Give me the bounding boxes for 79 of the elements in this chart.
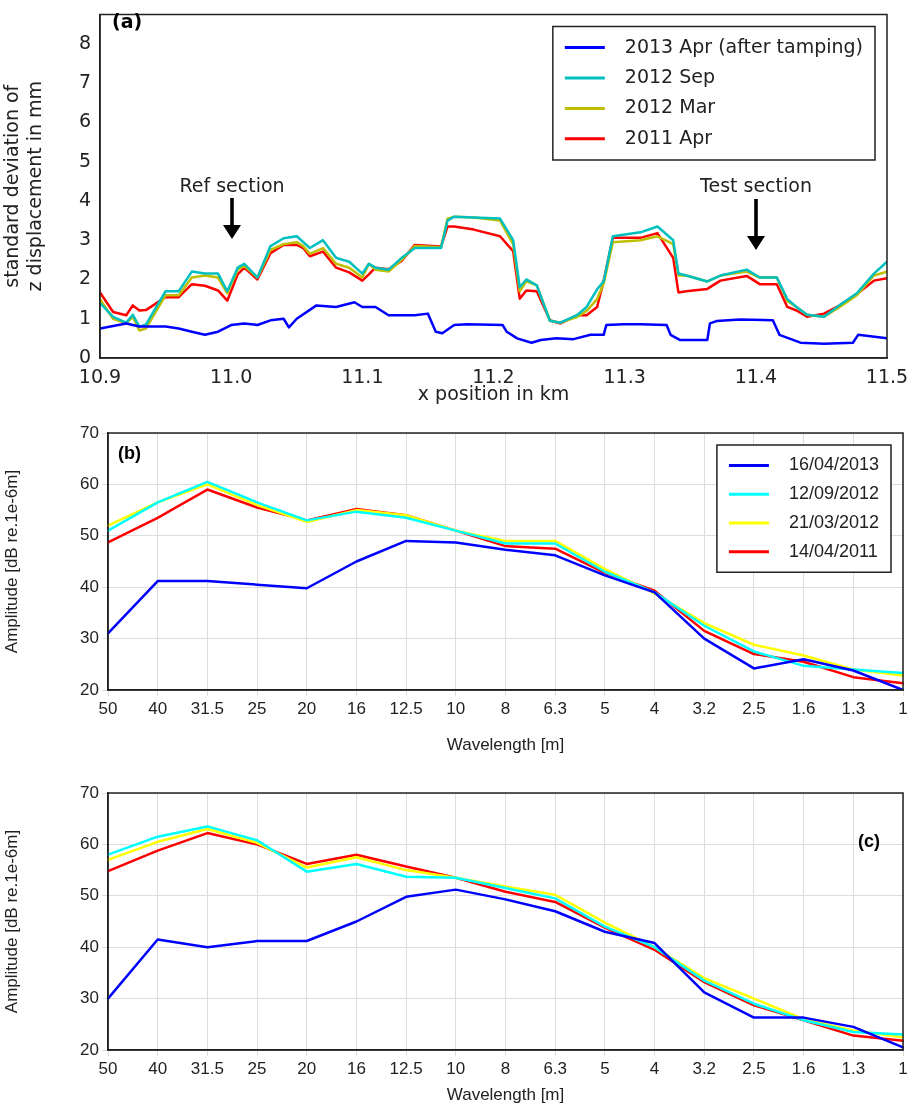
y-tick-label: 7 [78,70,91,93]
x-tick-label: 5 [600,698,610,718]
x-tick-label: 2.5 [742,1058,766,1078]
x-tick-label: 16 [346,1058,366,1078]
x-tick-label: 5 [600,1058,610,1078]
x-tick-label: 10 [446,1058,466,1078]
annotation: (c) [858,830,880,851]
y-tick-label: 3 [78,227,91,250]
x-tick-label: 3.2 [692,1058,717,1078]
y-tick-label: 5 [78,148,91,171]
x-tick-label: 31.5 [190,698,224,718]
x-tick-label: 40 [148,1058,168,1078]
x-tick-label: 11.4 [734,365,777,388]
y-tick-label: 6 [78,109,91,132]
y-tick-label: 2 [78,266,91,289]
legend-label: 2012 Mar [624,95,716,118]
x-tick-label: 11.5 [865,365,909,388]
x-tick-label: 11.1 [341,365,384,388]
x-tick-label: 25 [247,698,267,718]
x-tick-label: 1.3 [841,1058,866,1078]
x-tick-label: 8 [500,1058,511,1078]
x-tick-label: 6.3 [543,1058,568,1078]
y-axis-title: Amplitude [dB re.1e-6m] [1,469,21,654]
x-tick-label: 1 [898,1058,908,1078]
x-tick-label: 31.5 [190,1058,224,1078]
x-tick-label: 4 [649,698,660,718]
x-tick-label: 1 [898,698,908,718]
annotation: Ref section [179,174,285,196]
x-tick-label: 4 [649,1058,660,1078]
annotation: Test section [699,174,812,196]
x-tick-label: 10.9 [78,365,122,388]
y-tick-label: 8 [78,30,91,53]
x-tick-label: 11.0 [210,365,253,388]
x-tick-label: 1.6 [791,698,816,718]
legend-label: 16/04/2013 [788,454,880,475]
annotation: (a) [112,10,143,33]
y-tick-label: 1 [78,305,91,328]
y-tick-label: 70 [80,782,99,802]
legend-label: 2012 Sep [624,64,716,87]
x-tick-label: 2.5 [742,698,766,718]
x-tick-label: 25 [247,1058,267,1078]
y-tick-label: 30 [80,988,99,1008]
x-tick-label: 11.3 [603,365,646,388]
y-axis-title: standard deviation of z displacement in mm [0,80,46,292]
x-axis-title: Wavelength [m] [446,735,565,755]
y-tick-label: 60 [80,474,99,494]
x-tick-label: 50 [98,698,118,718]
legend-label: 21/03/2012 [788,511,880,532]
legend-label: 12/09/2012 [788,483,880,504]
x-tick-label: 16 [346,698,366,718]
y-tick-label: 60 [80,834,99,854]
x-tick-label: 50 [98,1058,118,1078]
x-tick-label: 10 [446,698,466,718]
y-tick-label: 40 [80,576,99,596]
y-tick-label: 50 [80,525,99,545]
x-tick-label: 3.2 [692,698,717,718]
y-tick-label: 20 [80,679,99,699]
x-tick-label: 12.5 [389,698,423,718]
x-tick-label: 40 [148,698,168,718]
y-tick-label: 0 [78,344,91,367]
annotation: (b) [118,442,141,463]
y-tick-label: 70 [80,422,99,442]
y-tick-label: 40 [80,936,99,956]
x-tick-label: 20 [297,1058,317,1078]
legend-label: 2011 Apr [624,125,713,148]
x-tick-label: 20 [297,698,317,718]
y-tick-label: 50 [80,885,99,905]
x-tick-label: 1.3 [841,698,866,718]
legend-label: 2013 Apr (after tamping) [624,34,864,57]
x-tick-label: 8 [500,698,511,718]
x-tick-label: 6.3 [543,698,568,718]
y-tick-label: 30 [80,628,99,648]
y-tick-label: 20 [80,1039,99,1059]
y-axis-title: Amplitude [dB re.1e-6m] [1,829,21,1014]
x-axis-title: Wavelength [m] [446,1085,565,1105]
y-tick-label: 4 [78,187,91,210]
legend-label: 14/04/2011 [788,540,878,561]
x-tick-label: 1.6 [791,1058,816,1078]
x-tick-label: 12.5 [389,1058,423,1078]
